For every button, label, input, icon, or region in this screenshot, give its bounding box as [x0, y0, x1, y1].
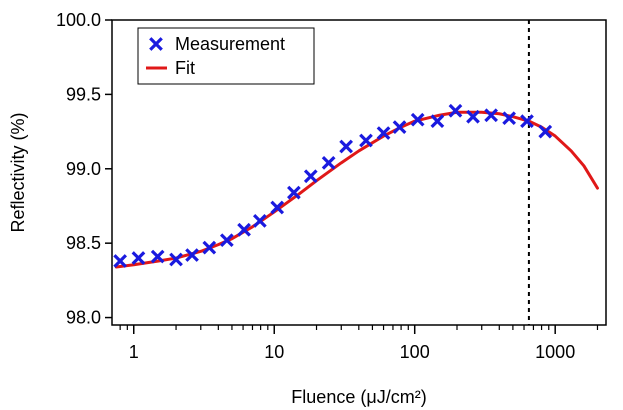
- y-tick-label: 98.0: [66, 308, 101, 328]
- measurement-point: [410, 112, 425, 127]
- measurement-point: [303, 169, 318, 184]
- x-axis-label: Fluence (μJ/cm²): [291, 387, 426, 407]
- measurement-point: [287, 185, 301, 200]
- legend-label-measurement: Measurement: [175, 34, 285, 54]
- y-tick-label: 98.5: [66, 233, 101, 253]
- measurement-point: [169, 252, 183, 267]
- y-tick-label: 100.0: [56, 10, 101, 30]
- measurement-point: [219, 233, 234, 248]
- measurement-point: [113, 254, 128, 268]
- measurement-point: [502, 111, 516, 126]
- x-tick-label: 1: [129, 342, 139, 362]
- measurement-point: [339, 139, 354, 154]
- measurement-point: [270, 200, 285, 215]
- measurement-point: [448, 103, 463, 118]
- measurement-point: [359, 133, 373, 148]
- plot-frame: [111, 19, 607, 326]
- measurement-point: [376, 126, 391, 140]
- measurement-point: [484, 108, 499, 123]
- ticks-layer: 98.0 98.5 99.0 99.5 100.0 1 10 100 1000: [56, 10, 599, 362]
- y-axis-label: Reflectivity (%): [8, 112, 28, 232]
- y-tick-label: 99.5: [66, 84, 101, 104]
- fit-line: [114, 110, 599, 269]
- legend-box: [137, 27, 315, 85]
- legend-label-fit: Fit: [175, 58, 195, 78]
- plot-layer: [113, 20, 599, 325]
- measurement-point: [131, 251, 146, 265]
- x-tick-label: 10: [264, 342, 284, 362]
- measurement-point: [185, 248, 199, 262]
- measurement-point: [430, 114, 445, 129]
- measurement-point: [392, 120, 407, 134]
- measurement-point: [538, 124, 553, 139]
- measurement-point: [466, 109, 480, 124]
- legend: Measurement Fit: [137, 27, 315, 85]
- y-tick-label: 99.0: [66, 159, 101, 179]
- x-tick-label: 100: [400, 342, 430, 362]
- measurement-point: [321, 155, 336, 170]
- measurement-point: [520, 114, 534, 129]
- legend-marker-measurement: [149, 37, 163, 51]
- x-tick-label: 1000: [535, 342, 575, 362]
- measurement-point: [202, 240, 217, 255]
- measurement-point: [237, 222, 251, 237]
- measurement-point: [150, 249, 165, 264]
- measurement-point: [252, 213, 267, 228]
